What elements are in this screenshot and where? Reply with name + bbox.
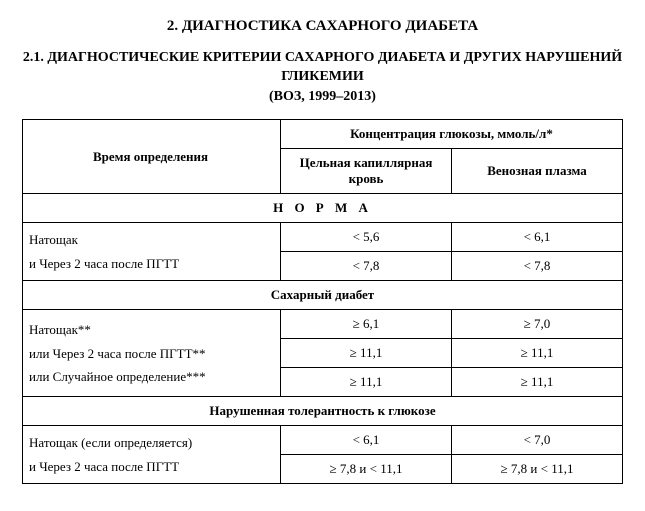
header-capillary: Цельная капиллярная кровь xyxy=(281,148,452,194)
norm-time-a: Натощак xyxy=(29,228,272,251)
dm-ven-c: ≥ 11,1 xyxy=(452,368,623,397)
section-norm: Н О Р М А xyxy=(23,194,623,223)
norm-ven-a: < 6,1 xyxy=(452,223,623,252)
section-diabetes: Сахарный диабет xyxy=(23,281,623,310)
dm-cap-b: ≥ 11,1 xyxy=(281,339,452,368)
dm-cap-a: ≥ 6,1 xyxy=(281,310,452,339)
igt-ven-b: ≥ 7,8 и < 11,1 xyxy=(452,455,623,484)
dm-cap-c: ≥ 11,1 xyxy=(281,368,452,397)
igt-time-cell: Натощак (если определяется) и Через 2 ча… xyxy=(23,426,281,484)
dm-time-cell: Натощак** или Через 2 часа после ПГТТ** … xyxy=(23,310,281,397)
dm-time-a: Натощак** xyxy=(29,318,272,341)
dm-ven-b: ≥ 11,1 xyxy=(452,339,623,368)
igt-ven-a: < 7,0 xyxy=(452,426,623,455)
heading-sub-line1: 2.1. ДИАГНОСТИЧЕСКИЕ КРИТЕРИИ САХАРНОГО … xyxy=(22,49,623,87)
norm-cap-b: < 7,8 xyxy=(281,252,452,281)
section-igt: Нарушенная толерантность к глюкозе xyxy=(23,397,623,426)
dm-ven-a: ≥ 7,0 xyxy=(452,310,623,339)
header-venous: Венозная плазма xyxy=(452,148,623,194)
dm-time-c: или Случайное определение*** xyxy=(29,365,272,388)
norm-time-cell: Натощак и Через 2 часа после ПГТТ xyxy=(23,223,281,281)
igt-cap-a: < 6,1 xyxy=(281,426,452,455)
heading-sub-line2: (ВОЗ, 1999–2013) xyxy=(22,89,623,105)
igt-time-a: Натощак (если определяется) xyxy=(29,431,272,454)
norm-ven-b: < 7,8 xyxy=(452,252,623,281)
igt-cap-b: ≥ 7,8 и < 11,1 xyxy=(281,455,452,484)
header-concentration: Концентрация глюкозы, ммоль/л* xyxy=(281,119,623,148)
header-time: Время определения xyxy=(23,119,281,194)
diagnostic-criteria-table: Время определения Концентрация глюкозы, … xyxy=(22,119,623,485)
dm-time-b: или Через 2 часа после ПГТТ** xyxy=(29,342,272,365)
igt-time-b: и Через 2 часа после ПГТТ xyxy=(29,455,272,478)
heading-main: 2. ДИАГНОСТИКА САХАРНОГО ДИАБЕТА xyxy=(22,18,623,35)
norm-time-b: и Через 2 часа после ПГТТ xyxy=(29,252,272,275)
norm-cap-a: < 5,6 xyxy=(281,223,452,252)
